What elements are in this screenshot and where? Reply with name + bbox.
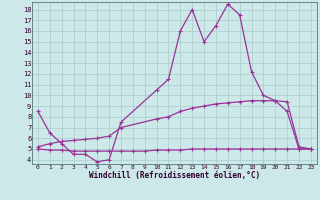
X-axis label: Windchill (Refroidissement éolien,°C): Windchill (Refroidissement éolien,°C) (89, 171, 260, 180)
